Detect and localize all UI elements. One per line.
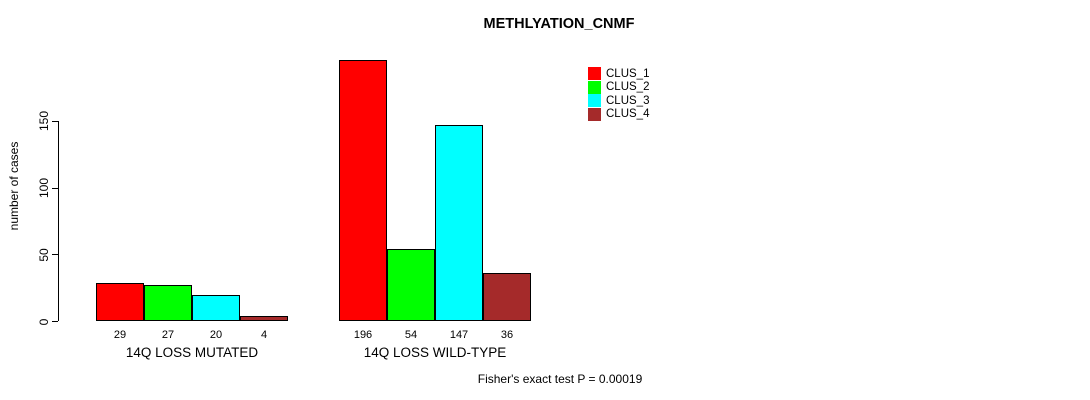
y-axis-tick-label: 150 xyxy=(37,111,51,132)
bar-clus_1-group2 xyxy=(339,60,387,322)
chart-title: METHLYATION_CNMF xyxy=(483,16,635,32)
legend-swatch-clus_4 xyxy=(588,107,601,121)
bar-clus_2-group1 xyxy=(144,285,192,322)
y-axis-tick-label: 0 xyxy=(37,318,51,325)
legend-item-clus_1: CLUS_1 xyxy=(588,67,649,80)
bar-value-label: 36 xyxy=(500,329,514,341)
y-axis-line xyxy=(58,121,60,322)
legend-item-clus_3: CLUS_3 xyxy=(588,94,650,108)
bar-clus_2-group2 xyxy=(387,249,435,322)
bar-value-label: 20 xyxy=(209,329,223,341)
legend-label: CLUS_2 xyxy=(606,81,650,94)
bar-clus_3-group2 xyxy=(435,125,483,322)
bar-value-label: 4 xyxy=(260,329,268,341)
y-axis-tick xyxy=(52,187,58,189)
category-label: 14Q LOSS WILD-TYPE xyxy=(363,345,507,360)
y-axis-tick xyxy=(52,320,58,323)
bar-clus_4-group2 xyxy=(483,273,531,322)
bar-clus_1-group1 xyxy=(96,282,144,322)
bar-value-label: 147 xyxy=(449,329,469,341)
legend-label: CLUS_3 xyxy=(606,94,650,107)
bar-clus_4-group1 xyxy=(240,316,288,322)
legend-label: CLUS_1 xyxy=(606,67,650,80)
bar-value-label: 54 xyxy=(404,329,418,341)
y-axis-tick xyxy=(52,120,58,123)
legend-swatch-clus_3 xyxy=(588,94,601,108)
annotation-text: Fisher's exact test P = 0.00019 xyxy=(477,372,643,386)
legend-swatch-clus_2 xyxy=(588,80,601,94)
bar-value-label: 27 xyxy=(161,329,175,341)
bar-value-label: 196 xyxy=(353,329,373,341)
y-axis-tick-label: 100 xyxy=(37,178,51,199)
legend-item-clus_4: CLUS_4 xyxy=(588,107,650,121)
y-axis-tick-label: 50 xyxy=(37,248,51,262)
category-label: 14Q LOSS MUTATED xyxy=(125,345,259,360)
legend-item-clus_2: CLUS_2 xyxy=(588,80,650,94)
y-axis-tick xyxy=(52,254,58,256)
y-axis-label: number of cases xyxy=(7,141,21,231)
bar-clus_3-group1 xyxy=(192,294,240,322)
legend-swatch-clus_1 xyxy=(588,67,601,80)
legend-label: CLUS_4 xyxy=(606,108,650,121)
bar-value-label: 29 xyxy=(113,329,127,341)
